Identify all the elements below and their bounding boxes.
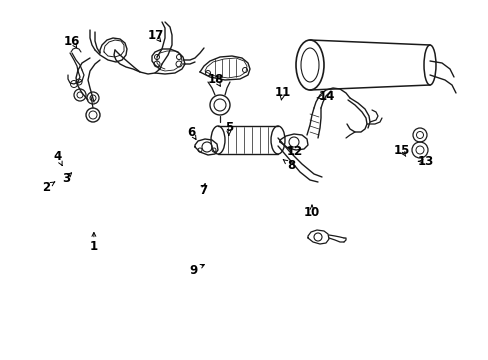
Text: 14: 14 xyxy=(318,90,334,103)
Text: 17: 17 xyxy=(147,29,163,42)
Text: 15: 15 xyxy=(393,144,409,157)
Text: 9: 9 xyxy=(189,264,197,276)
Text: 12: 12 xyxy=(285,145,302,158)
Text: 10: 10 xyxy=(303,206,320,219)
Text: 3: 3 xyxy=(62,172,70,185)
Text: 7: 7 xyxy=(199,184,206,197)
Text: 11: 11 xyxy=(274,86,290,99)
Text: 4: 4 xyxy=(54,150,61,163)
Text: 2: 2 xyxy=(42,181,50,194)
Text: 13: 13 xyxy=(416,155,433,168)
Text: 8: 8 xyxy=(286,159,294,172)
Text: 1: 1 xyxy=(90,240,98,253)
Text: 5: 5 xyxy=(224,121,232,134)
Text: 16: 16 xyxy=(64,35,81,48)
Text: 6: 6 xyxy=(187,126,195,139)
Text: 18: 18 xyxy=(207,73,224,86)
